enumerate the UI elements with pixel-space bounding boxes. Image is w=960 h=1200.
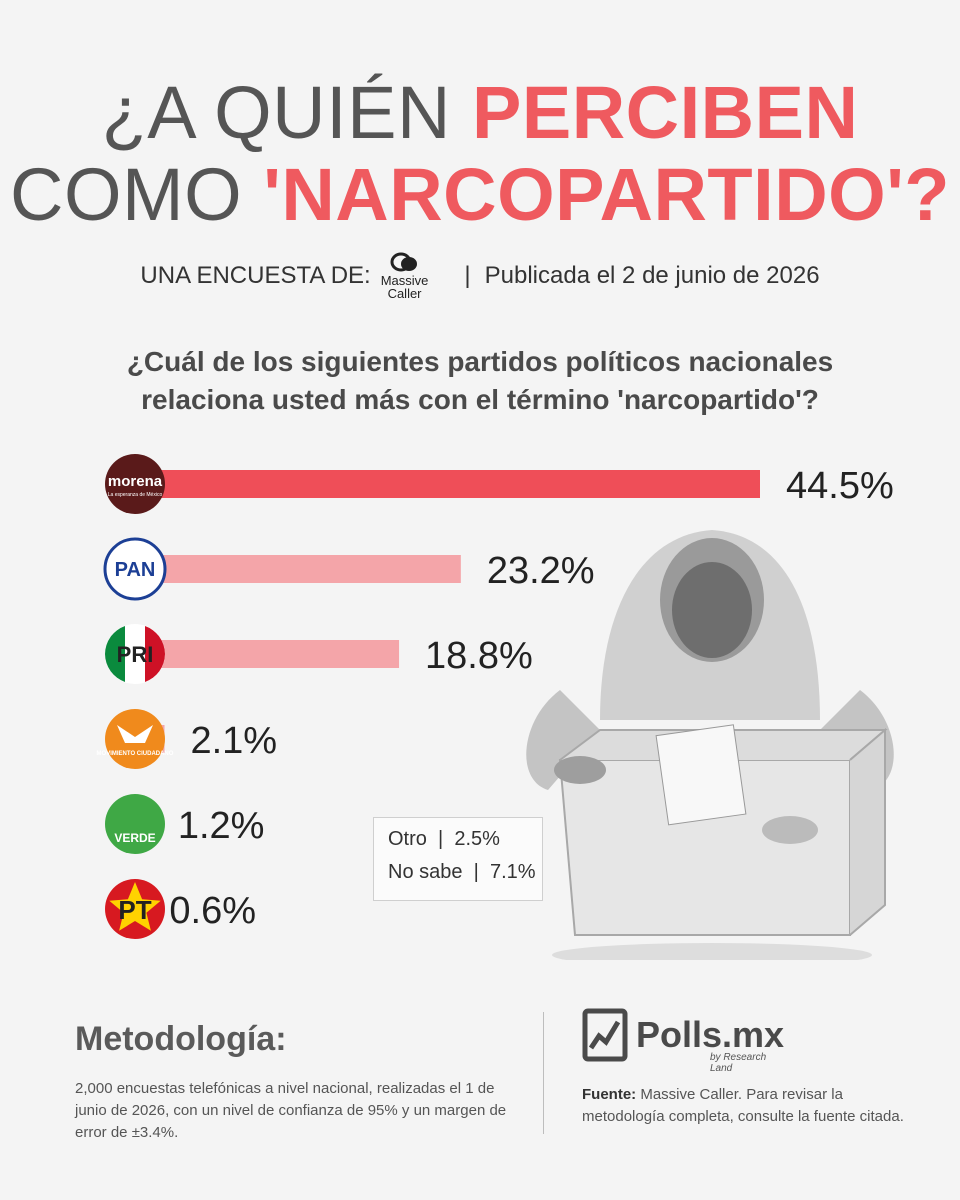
other-responses-box: Otro | 2.5% No sabe | 7.1% <box>373 817 543 901</box>
otro-value: 2.5% <box>454 828 500 850</box>
nosabe-label: No sabe <box>388 861 463 883</box>
page-title: ¿A QUIÉN PERCIBEN COMO 'NARCOPARTIDO'? <box>0 72 960 236</box>
otro-label: Otro <box>388 828 427 850</box>
logo-text-1: PAN <box>115 559 156 581</box>
bar-2 <box>135 640 400 668</box>
title-highlight-1: PERCIBEN <box>472 71 859 154</box>
byline: UNA ENCUESTA DE: Massive Caller | Public… <box>0 252 960 300</box>
bars-layer: 44.5% morena La esperanza de México 23.2% PA… <box>97 454 894 939</box>
nosabe-separator: | <box>473 861 479 883</box>
mc-eagle-icon <box>117 725 153 743</box>
byline-separator: | <box>464 262 471 289</box>
party-logo-3: MOVIMIENTO CIUDADANO <box>97 709 174 769</box>
source-text: Massive Caller. Para revisar la metodolo… <box>582 1086 904 1125</box>
hooded-figure-illustration <box>526 530 894 960</box>
otro-row: Otro | 2.5% <box>388 828 542 851</box>
pri-green-band <box>105 626 125 682</box>
byline-prefix: UNA ENCUESTA DE: <box>140 262 371 289</box>
logo-text-2: PRI <box>117 642 154 667</box>
question-line-1: ¿Cuál de los siguientes partidos polític… <box>126 346 834 377</box>
logo-bottom-text: Caller <box>387 286 422 301</box>
chart-trend-icon <box>582 1008 628 1062</box>
massive-caller-logo: Massive Caller <box>380 252 429 301</box>
pri-red-band <box>145 626 165 682</box>
title-highlight-2: 'NARCOPARTIDO'? <box>263 153 950 236</box>
logo-circle-1 <box>103 537 167 601</box>
footer-divider <box>543 1012 544 1134</box>
source-label: Fuente: <box>582 1086 637 1103</box>
logo-text-3: MOVIMIENTO CIUDADANO <box>97 751 174 757</box>
survey-question: ¿Cuál de los siguientes partidos polític… <box>0 343 960 419</box>
logo-circle-4 <box>105 794 165 854</box>
polls-mx-logo: Polls.mx by Research Land <box>582 1008 785 1074</box>
nosabe-row: No sabe | 7.1% <box>388 861 542 884</box>
source-note: Fuente: Massive Caller. Para revisar la … <box>582 1084 912 1128</box>
party-logo-5: PT <box>105 879 165 939</box>
value-label-5: 0.6% <box>169 890 256 932</box>
otro-separator: | <box>438 828 444 850</box>
title-plain-1: ¿A QUIÉN <box>101 71 473 154</box>
nosabe-value: 7.1% <box>489 861 536 883</box>
bar-1 <box>135 555 461 583</box>
value-label-2: 18.8% <box>425 635 533 677</box>
title-plain-2: COMO <box>10 153 264 236</box>
question-line-2: relaciona usted más con el término 'narc… <box>141 384 819 415</box>
value-label-0: 44.5% <box>786 465 894 507</box>
logo-subtext-0: La esperanza de México <box>108 492 163 498</box>
party-logo-2: PRI <box>105 624 165 684</box>
speech-bubble-icon <box>390 252 417 272</box>
bar-chart: 44.5% morena La esperanza de México 23.2% PA… <box>97 454 894 960</box>
logo-circle-0 <box>105 454 165 514</box>
logo-text-5: PT <box>118 895 151 925</box>
value-label-1: 23.2% <box>487 550 595 592</box>
pt-star <box>109 882 161 931</box>
logo-text-0: morena <box>108 473 163 490</box>
party-logo-4: VERDE <box>105 794 165 854</box>
party-logo-1: PAN <box>103 537 167 601</box>
polls-sub: by Research Land <box>710 1052 767 1074</box>
logo-top-text: Massive <box>380 273 429 288</box>
published-date: Publicada el 2 de junio de 2026 <box>484 262 820 289</box>
methodology-title: Metodología: <box>75 1020 287 1058</box>
party-logo-0: morena La esperanza de México <box>105 454 165 514</box>
bar-0 <box>135 470 760 498</box>
title-line-1: ¿A QUIÉN PERCIBEN <box>0 72 960 154</box>
polls-brand: Polls.mx <box>636 1014 785 1055</box>
value-label-3: 2.1% <box>190 720 277 762</box>
title-line-2: COMO 'NARCOPARTIDO'? <box>0 154 960 236</box>
logo-text-4: VERDE <box>114 831 155 845</box>
value-label-4: 1.2% <box>178 805 265 847</box>
methodology-text: 2,000 encuestas telefónicas a nivel naci… <box>75 1080 507 1141</box>
